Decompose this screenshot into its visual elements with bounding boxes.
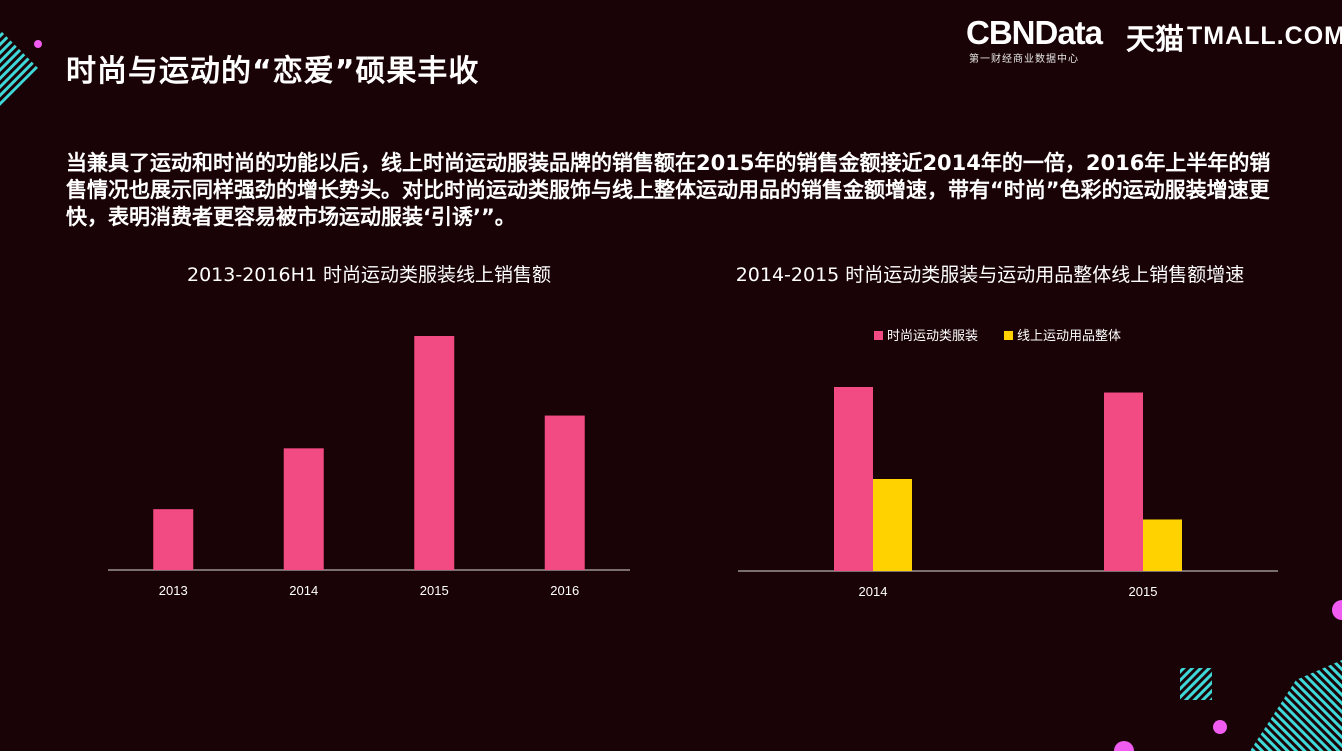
chart1-title: 2013-2016H1 时尚运动类服装线上销售额 <box>187 264 551 286</box>
chart1-x-tick-2013: 2013 <box>159 583 188 598</box>
chart1-x-tick-2016: 2016 <box>550 583 579 598</box>
chart1-bar-2015 <box>414 336 455 570</box>
chart1-bar-2016 <box>544 415 585 570</box>
chart1-x-tick-2014: 2014 <box>289 583 318 598</box>
chart2-title: 2014-2015 时尚运动类服装与运动用品整体线上销售额增速 <box>735 264 1245 286</box>
dot-bottom-right <box>1213 720 1227 734</box>
dot-right-edge <box>1332 600 1342 620</box>
chart2-x-tick-2015: 2015 <box>1129 584 1158 599</box>
chart1-x-tick-2015: 2015 <box>420 583 449 598</box>
dot-bottom <box>1114 741 1134 751</box>
chart2-bar-2015-series1 <box>1143 519 1182 571</box>
tmall-logo-cn: 天猫 <box>1126 22 1185 56</box>
chart2-legend-swatch-0 <box>874 331 883 340</box>
cbndata-logo: CBNData <box>966 14 1103 51</box>
page-title: 时尚与运动的“恋爱”硕果丰收 <box>66 54 480 89</box>
chart1-bar-2013 <box>153 509 194 570</box>
square-pattern-bottom-right <box>1180 668 1212 700</box>
corner-pattern-bottom-right <box>1250 660 1342 751</box>
chart2-x-tick-2014: 2014 <box>859 584 888 599</box>
chart2-bar-2014-series0 <box>834 387 873 571</box>
chart2-bar-2014-series1 <box>873 479 912 571</box>
corner-pattern-top-left <box>0 30 38 106</box>
dot-top-left <box>34 40 42 48</box>
summary-paragraph: 当兼具了运动和时尚的功能以后，线上时尚运动服装品牌的销售额在2015年的销售金额… <box>66 151 1271 229</box>
chart1-bar-2014 <box>283 448 324 570</box>
tmall-logo-en: TMALL.COM <box>1187 22 1342 50</box>
chart2-legend-label-0: 时尚运动类服装 <box>887 328 978 343</box>
chart2-bar-2015-series0 <box>1104 392 1143 571</box>
chart2-legend-swatch-1 <box>1004 331 1013 340</box>
cbndata-logo-subtitle: 第一财经商业数据中心 <box>969 54 1079 65</box>
chart2-legend-label-1: 线上运动用品整体 <box>1017 328 1121 343</box>
